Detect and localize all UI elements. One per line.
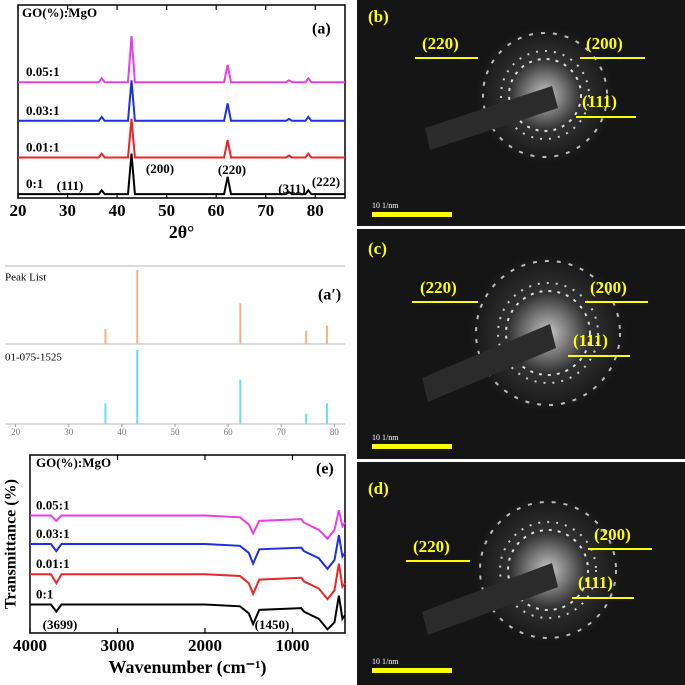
beam-stop [422,324,556,402]
x-tick-label: 20 [11,427,21,437]
ring [497,282,599,384]
panel-label: (a) [312,21,331,38]
plane-label: (200) [586,34,623,53]
chart-title: GO(%):MgO [36,455,111,470]
ring [475,260,621,406]
annotation: (1450) [255,617,290,632]
annotation: (3699) [43,617,78,632]
scale-label: 10 1/nm [372,201,399,210]
plane-label: (111) [573,331,608,350]
series-label: 0.01:1 [36,556,70,571]
series-line [30,595,346,631]
panel-label: (d) [368,479,389,498]
plane-label: (220) [422,34,459,53]
series-label: 0.03:1 [26,103,60,118]
series-line [18,153,345,196]
x-tick-label: 1000 [276,636,310,655]
x-tick-label: 80 [307,201,324,220]
panel-label: (e) [316,461,334,478]
x-tick-label: 80 [330,427,340,437]
series-label: Peak List [5,272,46,284]
series-label: 0.03:1 [36,526,70,541]
x-axis-label: 2θ° [169,222,195,242]
x-tick-label: 50 [158,201,175,220]
annotation: (111) [57,178,84,193]
scale-label: 10 1/nm [372,433,399,442]
x-tick-label: 40 [109,201,126,220]
ring [505,290,591,376]
series-line [30,534,346,571]
ring [500,50,590,140]
x-tick-label: 70 [257,201,274,220]
x-axis-label: Wavenumber (cm⁻¹) [108,657,266,678]
chart: 20 30 40 50 60 70 80 0:1 0.01:1 0.03:1 0.05:1 GO(%)… [10,4,346,242]
x-tick-label: 30 [59,201,76,220]
scale-bar [372,668,452,673]
ring [508,58,582,132]
series-line [30,563,346,601]
plane-label: (220) [420,278,457,297]
ring [507,529,589,611]
x-tick-label: 30 [64,427,74,437]
x-tick-label: 20 [10,201,27,220]
ring [479,501,617,639]
x-tick-label: 4000 [13,636,47,655]
annotation: (222) [312,174,340,189]
plane-label: (111) [578,573,613,592]
annotation: (311) [278,181,305,196]
panel-label: (a′) [318,287,341,304]
beam-stop [422,563,558,635]
saed-c: (c) (220) (200) (111) 10 1/nm [357,229,685,459]
chart: 4000 3000 2000 1000 0:1 0.01:1 0.03:1 0.05:1 GO(… [3,454,346,678]
series-label: 0.01:1 [26,139,60,154]
x-tick-label: 3000 [101,636,135,655]
x-tick-label: 60 [224,427,234,437]
ring [482,32,608,158]
beam-stop [425,86,558,150]
series-line [18,118,345,159]
chart-title: GO(%):MgO [22,5,97,20]
y-axis-label: Transmittance (%) [3,479,20,609]
scale-bar [372,212,452,217]
plane-label: (200) [590,278,627,297]
ring [499,521,597,619]
plot-frame [17,4,346,199]
series-label: 0.05:1 [26,64,60,79]
panel-label: (b) [368,7,389,26]
plane-label: (111) [582,92,617,111]
series-line [18,35,345,84]
scale-bar [372,444,452,449]
series-label: 0:1 [36,587,53,602]
series-label: 01-075-1525 [5,352,62,364]
series-label: 0:1 [26,176,43,191]
series-line [30,509,346,541]
scale-label: 10 1/nm [372,657,399,666]
x-tick-label: 2000 [188,636,222,655]
chart: Peak List 01-075-1525 20 30 40 50 60 70 80 (a′) [5,265,345,437]
plane-label: (200) [594,525,631,544]
panel-label: (c) [368,239,387,258]
series-line [18,80,345,122]
annotation: (200) [146,161,174,176]
x-tick-label: 70 [277,427,287,437]
plane-label: (220) [413,537,450,556]
x-tick-label: 40 [117,427,127,437]
x-tick-label: 50 [171,427,181,437]
annotation: (220) [218,162,246,177]
saed-d: (d) (220) (200) (111) 10 1/nm [357,462,685,685]
saed-b: (b) (220) (200) (111) 10 1/nm [357,0,685,226]
x-tick-label: 60 [208,201,225,220]
series-label: 0.05:1 [36,498,70,513]
